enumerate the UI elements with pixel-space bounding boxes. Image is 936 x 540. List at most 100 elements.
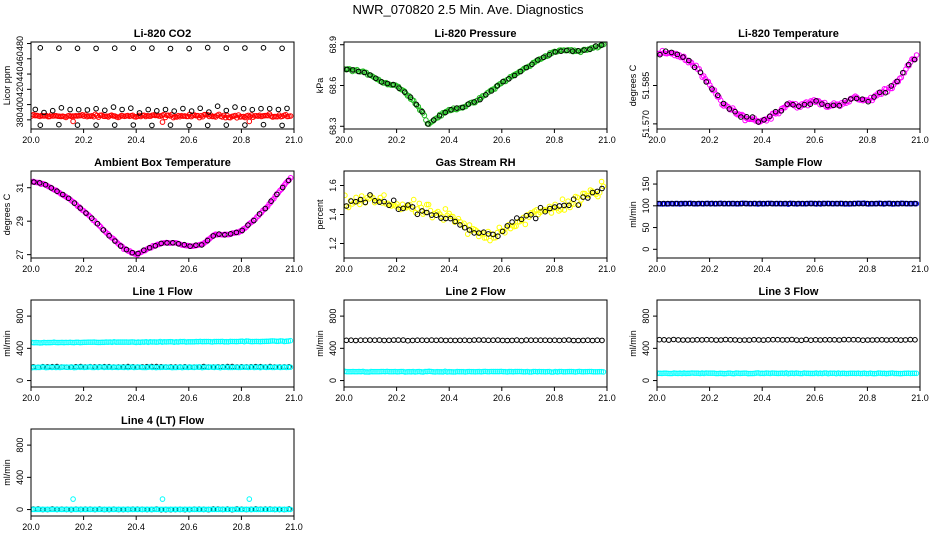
data-point xyxy=(149,45,155,51)
data-point xyxy=(821,370,828,376)
data-point xyxy=(157,506,163,513)
data-point xyxy=(747,370,753,377)
data-point xyxy=(186,122,192,129)
data-point xyxy=(807,370,814,377)
overlay-point xyxy=(285,177,292,184)
overlay-point xyxy=(390,197,397,204)
data-point xyxy=(432,369,438,375)
x-tick-label: 20.0 xyxy=(335,264,353,274)
data-point xyxy=(167,506,173,513)
data-point xyxy=(153,506,159,513)
data-point xyxy=(211,364,218,371)
overlay-point xyxy=(566,202,572,209)
overlay-point xyxy=(570,196,577,202)
data-point xyxy=(438,337,444,343)
data-point xyxy=(240,105,247,112)
data-point xyxy=(77,506,83,513)
data-point xyxy=(659,370,665,377)
data-point xyxy=(157,364,163,371)
data-point xyxy=(536,368,543,375)
data-point xyxy=(582,368,589,375)
overlay-point xyxy=(865,98,872,105)
overlay-point xyxy=(100,227,107,233)
data-point xyxy=(283,506,290,513)
data-point xyxy=(229,364,236,371)
overlay-point xyxy=(461,224,468,231)
overlay-point xyxy=(414,211,421,218)
overlay-point xyxy=(170,240,176,246)
data-point xyxy=(861,370,868,377)
data-point xyxy=(161,506,167,513)
x-tick-label: 20.8 xyxy=(546,393,564,403)
data-point xyxy=(506,368,513,375)
data-point xyxy=(346,368,352,375)
x-tick-label: 20.8 xyxy=(233,393,251,403)
data-point xyxy=(805,370,812,377)
data-point xyxy=(476,368,483,375)
data-point xyxy=(145,506,151,513)
data-point xyxy=(161,339,167,345)
overlay-point xyxy=(425,121,431,127)
data-point xyxy=(671,370,677,376)
x-tick-label: 20.0 xyxy=(22,135,40,145)
data-point xyxy=(127,364,133,371)
data-point xyxy=(249,338,256,345)
overlay-point xyxy=(344,66,350,73)
data-point xyxy=(381,337,388,344)
data-point xyxy=(466,368,473,375)
overlay-point xyxy=(674,51,681,58)
data-point xyxy=(438,113,445,119)
data-point xyxy=(109,506,115,513)
data-point xyxy=(207,364,214,370)
data-point xyxy=(745,370,751,377)
data-point xyxy=(131,339,137,345)
x-tick-label: 20.0 xyxy=(648,135,666,145)
data-point xyxy=(59,339,65,346)
data-point xyxy=(37,340,43,346)
data-point xyxy=(119,364,125,371)
data-point xyxy=(147,339,153,345)
data-layer xyxy=(31,337,294,371)
data-point xyxy=(700,73,707,79)
data-point xyxy=(180,105,186,112)
data-point xyxy=(231,364,238,371)
data-point xyxy=(907,336,914,343)
data-point xyxy=(47,339,53,346)
x-tick-label: 20.0 xyxy=(335,135,353,145)
data-point xyxy=(815,370,822,377)
data-point xyxy=(476,337,482,343)
data-point xyxy=(705,370,711,377)
data-point xyxy=(162,106,169,113)
data-layer xyxy=(657,200,920,207)
data-point xyxy=(809,370,816,377)
data-point xyxy=(225,364,232,371)
data-point xyxy=(93,339,99,346)
data-layer xyxy=(31,44,294,129)
data-point xyxy=(492,368,499,375)
data-point xyxy=(657,370,661,377)
data-point xyxy=(368,368,374,375)
data-point xyxy=(211,506,218,513)
data-point xyxy=(225,506,232,513)
data-point xyxy=(253,506,260,513)
plot-frame xyxy=(656,299,921,388)
data-point xyxy=(111,364,117,371)
overlay-point xyxy=(853,95,860,102)
data-point xyxy=(532,337,539,344)
data-point xyxy=(165,506,171,513)
data-point xyxy=(418,204,425,211)
data-point xyxy=(560,369,567,375)
data-point xyxy=(77,339,83,346)
data-point xyxy=(518,368,525,375)
overlay-point xyxy=(413,101,420,108)
data-point xyxy=(41,109,47,116)
overlay-point xyxy=(349,67,356,73)
overlay-point xyxy=(662,48,669,55)
overlay-point xyxy=(400,205,407,212)
data-point xyxy=(530,368,537,375)
data-point xyxy=(269,506,276,513)
data-point xyxy=(665,370,671,377)
x-tick-label: 20.8 xyxy=(233,522,251,532)
